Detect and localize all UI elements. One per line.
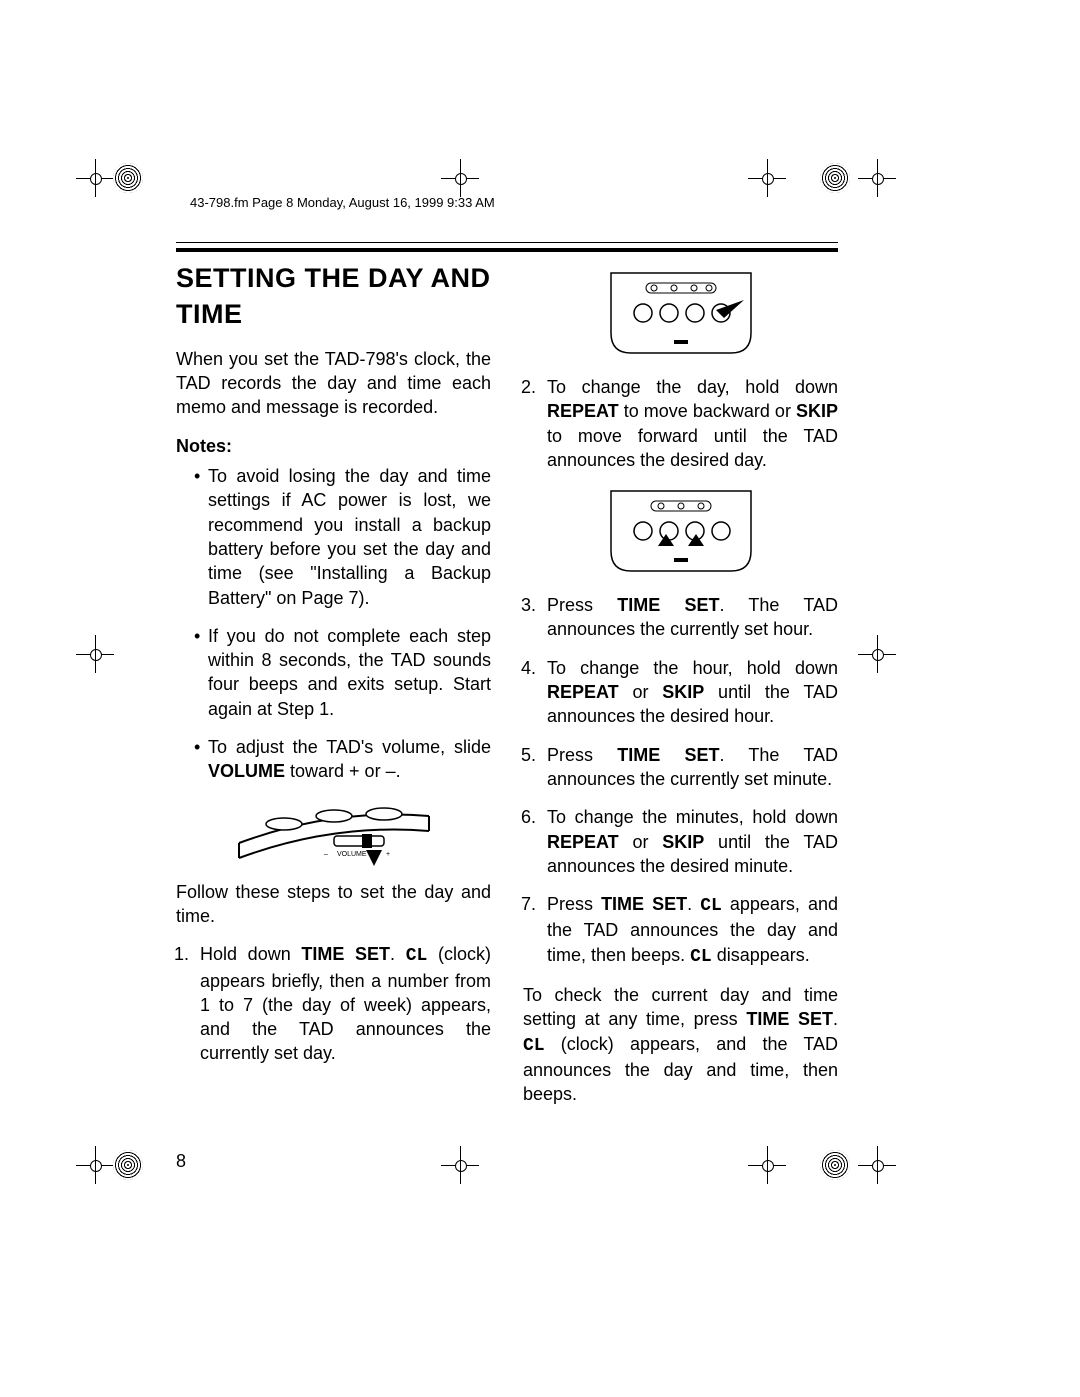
notes-label-text: Notes: [176, 436, 226, 456]
t: .: [833, 1009, 838, 1029]
crop-mark: [76, 159, 114, 197]
note-bold: VOLUME: [208, 761, 285, 781]
t: To change the day, hold down: [547, 377, 838, 397]
note-text: toward + or –.: [285, 761, 401, 781]
b: SKIP: [662, 832, 704, 852]
crop-mark: [748, 159, 786, 197]
t: disappears.: [712, 945, 810, 965]
volume-plus: +: [386, 851, 390, 858]
b: SKIP: [662, 682, 704, 702]
notes-list: To avoid losing the day and time setting…: [176, 464, 491, 784]
cl: CL: [406, 946, 428, 966]
left-column: SETTING THE DAY AND TIME When you set th…: [176, 260, 491, 1121]
device-figure-2: [596, 486, 766, 581]
b: TIME SET: [617, 745, 719, 765]
content-columns: SETTING THE DAY AND TIME When you set th…: [176, 260, 838, 1121]
t: To change the hour, hold down: [547, 658, 838, 678]
crop-mark: [858, 159, 896, 197]
t: Hold down: [200, 944, 301, 964]
step-3: Press TIME SET. The TAD announces the cu…: [541, 593, 838, 642]
volume-label-svg: VOLUME: [337, 851, 367, 858]
t: To change the minutes, hold down: [547, 807, 838, 827]
t: Press: [547, 745, 617, 765]
t: Press: [547, 894, 601, 914]
crop-mark: [858, 1146, 896, 1184]
crop-mark: [441, 159, 479, 197]
t: or: [619, 832, 663, 852]
crop-mark: [748, 1146, 786, 1184]
t: to move forward until the TAD announces …: [547, 426, 838, 470]
step-6: To change the minutes, hold down REPEAT …: [541, 805, 838, 878]
steps-right-a: To change the day, hold down REPEAT to m…: [523, 375, 838, 472]
step-7: Press TIME SET. CL appears, and the TAD …: [541, 892, 838, 969]
page: 43-798.fm Page 8 Monday, August 16, 1999…: [0, 0, 1080, 1397]
check-paragraph: To check the current day and time settin…: [523, 983, 838, 1106]
t: or: [619, 682, 663, 702]
steps-right-b: Press TIME SET. The TAD announces the cu…: [523, 593, 838, 969]
step-2: To change the day, hold down REPEAT to m…: [541, 375, 838, 472]
header-filename: 43-798.fm Page 8 Monday, August 16, 1999…: [190, 195, 495, 210]
t: (clock) appears, and the TAD announces t…: [523, 1034, 838, 1105]
follow-paragraph: Follow these steps to set the day and ti…: [176, 880, 491, 929]
step-4: To change the hour, hold down REPEAT or …: [541, 656, 838, 729]
note-item: To avoid losing the day and time setting…: [194, 464, 491, 610]
cl: CL: [523, 1036, 545, 1056]
b: REPEAT: [547, 401, 619, 421]
b: TIME SET: [617, 595, 719, 615]
crop-mark: [441, 1146, 479, 1184]
b: TIME SET: [301, 944, 390, 964]
cl: CL: [690, 947, 712, 967]
intro-paragraph: When you set the TAD-798's clock, the TA…: [176, 347, 491, 420]
corner-decoration: [113, 163, 143, 193]
crop-mark: [76, 1146, 114, 1184]
t: to move backward or: [619, 401, 796, 421]
steps-left: Hold down TIME SET. CL (clock) appears b…: [176, 942, 491, 1065]
volume-minus: –: [324, 851, 328, 858]
t: Press: [547, 595, 617, 615]
b: REPEAT: [547, 832, 619, 852]
right-column: To change the day, hold down REPEAT to m…: [523, 260, 838, 1121]
b: SKIP: [796, 401, 838, 421]
rule-thick: [176, 248, 838, 252]
t: .: [687, 894, 700, 914]
b: TIME SET: [601, 894, 687, 914]
device-figure-1: [596, 268, 766, 363]
rule-thin: [176, 242, 838, 243]
corner-decoration: [820, 1150, 850, 1180]
note-item: To adjust the TAD's volume, slide VOLUME…: [194, 735, 491, 784]
crop-mark: [858, 635, 896, 673]
page-number: 8: [176, 1151, 186, 1172]
note-text: To adjust the TAD's volume, slide: [208, 737, 491, 757]
note-item: If you do not complete each step within …: [194, 624, 491, 721]
volume-figure: – VOLUME +: [234, 798, 434, 868]
t: .: [390, 944, 406, 964]
b: TIME SET: [746, 1009, 833, 1029]
b: REPEAT: [547, 682, 619, 702]
step-1: Hold down TIME SET. CL (clock) appears b…: [194, 942, 491, 1065]
notes-label: Notes:: [176, 434, 491, 458]
crop-mark: [76, 635, 114, 673]
cl: CL: [700, 896, 722, 916]
corner-decoration: [113, 1150, 143, 1180]
step-5: Press TIME SET. The TAD announces the cu…: [541, 743, 838, 792]
section-title: SETTING THE DAY AND TIME: [176, 260, 491, 333]
corner-decoration: [820, 163, 850, 193]
